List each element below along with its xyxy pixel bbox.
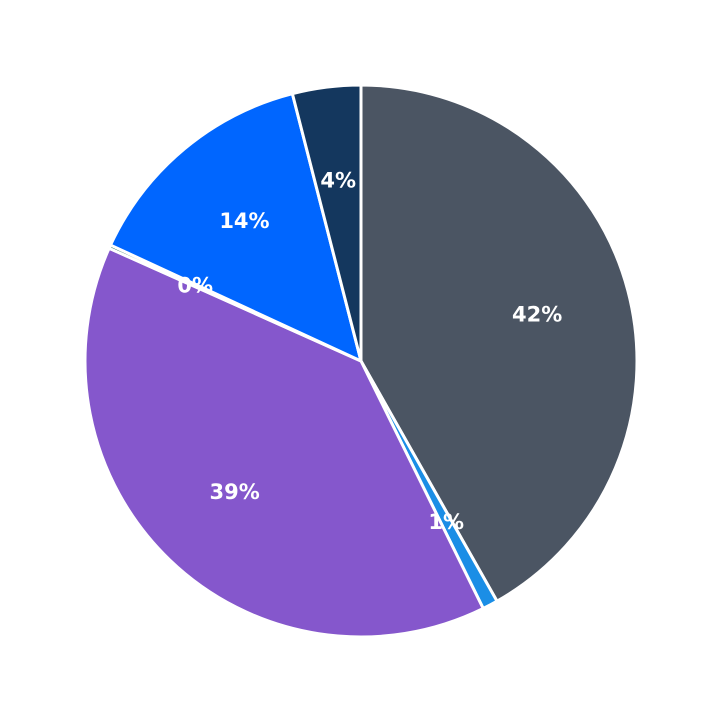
- pie-slice: [109, 92, 363, 363]
- pie-labels: 42% 1% 39% 0% 14% 4%: [177, 168, 562, 534]
- pie-slice: [290, 83, 363, 363]
- slice-percent-label: 42%: [512, 303, 562, 327]
- pie-slice: [359, 83, 639, 603]
- slice-percent-label: 4%: [320, 168, 356, 192]
- pie-slice: [83, 246, 485, 639]
- slice-percent-label: 1%: [428, 510, 464, 534]
- slice-percent-label: 39%: [210, 480, 260, 504]
- slice-percent-label: 0%: [177, 274, 213, 298]
- pie-slices: [83, 83, 639, 639]
- slice-percent-label: 14%: [219, 209, 269, 233]
